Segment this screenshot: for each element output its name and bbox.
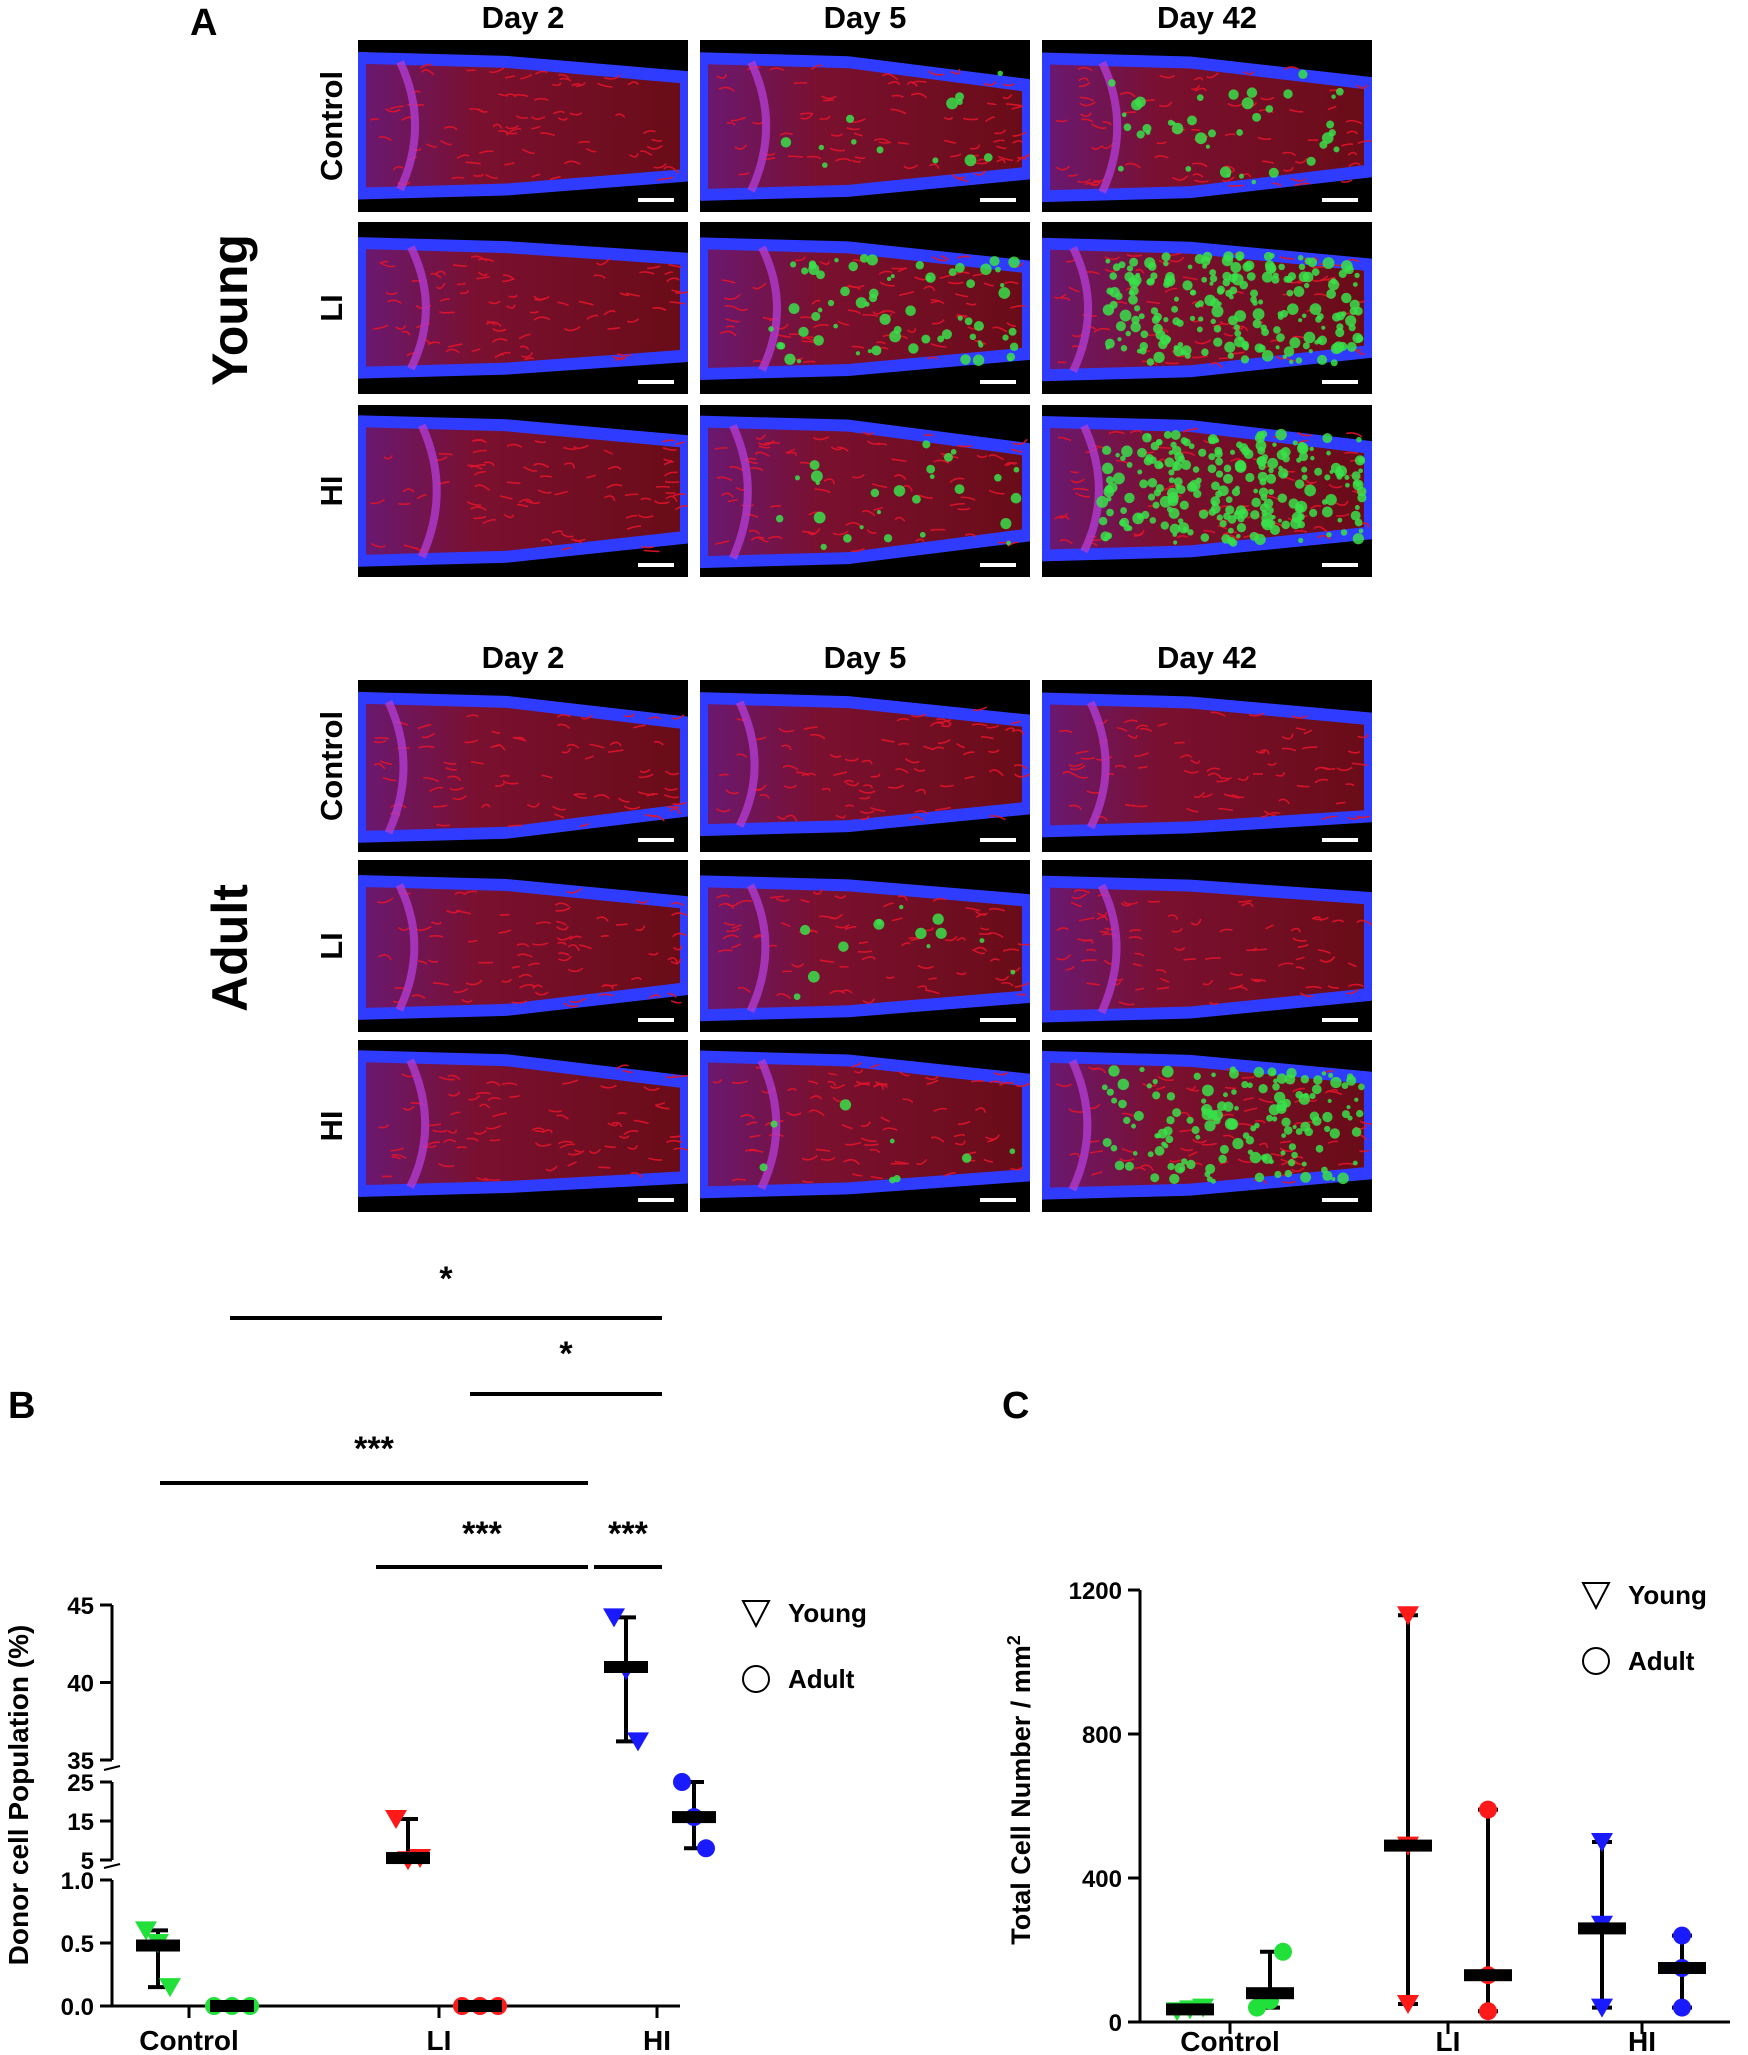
b-point-young-li-0 bbox=[385, 1810, 407, 1830]
micrograph-adult-li-day-2 bbox=[358, 860, 688, 1032]
row-label-li: LI bbox=[314, 294, 349, 322]
c-xtick-control: Control bbox=[1180, 2026, 1280, 2055]
panel-c-chart: 0 400 800 1200 Control LI HI Total Cell Number … bbox=[1004, 1578, 1730, 2055]
group-label-young: Young bbox=[202, 234, 258, 386]
b-median-young-hi bbox=[604, 1661, 648, 1673]
c-median-adult-hi bbox=[1658, 1962, 1706, 1974]
micrograph-adult-li-day-5 bbox=[700, 860, 1030, 1032]
c-point-young-hi-0 bbox=[1591, 1998, 1613, 2018]
b-median-young-control bbox=[136, 1939, 180, 1952]
micrograph-young-hi-day-42 bbox=[1042, 405, 1372, 577]
c-point-adult-li-2 bbox=[1479, 1800, 1497, 1819]
b-median-adult-control bbox=[210, 2000, 254, 2012]
c-point-adult-li-0 bbox=[1479, 2002, 1497, 2021]
panel-c-letter: C bbox=[1002, 1385, 1030, 1427]
b-legend-young-label: Young bbox=[788, 1598, 867, 1628]
c-ytick-1200: 1200 bbox=[1069, 1578, 1122, 1605]
b-significance-label-1: * bbox=[559, 1335, 573, 1373]
b-point-young-control-0 bbox=[135, 1921, 157, 1941]
b-ytick-15: 15 bbox=[67, 1809, 94, 1836]
c-median-adult-li bbox=[1464, 1969, 1512, 1982]
b-point-young-hi-0 bbox=[603, 1608, 625, 1628]
c-xtick-hi: HI bbox=[1628, 2026, 1656, 2055]
b-ytick-25: 25 bbox=[67, 1770, 94, 1797]
column-header-day-42: Day 42 bbox=[1157, 0, 1257, 35]
b-ytick-0.0: 0.0 bbox=[61, 1994, 94, 2021]
micrograph-young-li-day-5 bbox=[700, 222, 1030, 394]
c-point-young-li-2 bbox=[1397, 1606, 1419, 1626]
micrograph-adult-control-day-5 bbox=[700, 680, 1030, 852]
b-significance-label-2: *** bbox=[354, 1430, 394, 1468]
c-ytick-800: 800 bbox=[1082, 1722, 1122, 1749]
row-label-control: Control bbox=[314, 70, 349, 182]
row-label-hi: HI bbox=[314, 1110, 349, 1142]
panel-b-letter: B bbox=[8, 1385, 36, 1427]
panel-a-letter: A bbox=[190, 2, 218, 44]
row-label-hi: HI bbox=[314, 475, 349, 507]
micrograph-young-li-day-42 bbox=[1042, 222, 1372, 394]
b-median-young-li bbox=[386, 1852, 430, 1865]
group-label-adult: Adult bbox=[202, 884, 258, 1012]
b-median-adult-li bbox=[458, 2000, 502, 2012]
c-point-adult-hi-0 bbox=[1673, 1998, 1691, 2017]
c-legend-young-icon bbox=[1581, 1582, 1611, 1611]
c-point-young-li-0 bbox=[1397, 1995, 1419, 2014]
b-legend-adult-icon bbox=[742, 1665, 770, 1693]
b-ytick-0.5: 0.5 bbox=[61, 1931, 94, 1958]
micrograph-adult-li-day-42 bbox=[1042, 860, 1372, 1032]
c-median-adult-control bbox=[1246, 1987, 1294, 2000]
c-legend-adult-icon bbox=[1582, 1647, 1610, 1675]
micrograph-young-hi-day-5 bbox=[700, 405, 1030, 577]
b-xtick-hi: HI bbox=[643, 2025, 671, 2055]
micrograph-adult-hi-day-2 bbox=[358, 1040, 688, 1212]
b-median-adult-hi bbox=[672, 1811, 716, 1824]
b-significance-label-3: *** bbox=[462, 1515, 502, 1553]
column-header-day-2: Day 2 bbox=[481, 0, 565, 35]
micrograph-young-li-day-2 bbox=[358, 222, 688, 394]
b-point-adult-hi-0 bbox=[673, 1773, 691, 1791]
micrograph-adult-hi-day-42 bbox=[1042, 1040, 1372, 1212]
column-header-day-2: Day 2 bbox=[481, 640, 565, 675]
micrograph-adult-control-day-2 bbox=[358, 680, 688, 852]
c-point-adult-control-2 bbox=[1274, 1942, 1292, 1961]
column-header-day-5: Day 5 bbox=[823, 640, 907, 675]
column-header-day-5: Day 5 bbox=[823, 0, 907, 35]
b-ylabel: Donor cell Population (%) bbox=[3, 1625, 34, 1966]
b-xtick-control: Control bbox=[139, 2025, 239, 2055]
c-legend-adult-label: Adult bbox=[1628, 1646, 1695, 1676]
row-label-control: Control bbox=[314, 710, 349, 822]
c-median-young-hi bbox=[1578, 1922, 1626, 1935]
micrograph-young-control-day-42 bbox=[1042, 40, 1372, 212]
b-significance-label-4: *** bbox=[608, 1515, 648, 1553]
row-label-li: LI bbox=[314, 932, 349, 960]
micrograph-adult-hi-day-5 bbox=[700, 1040, 1030, 1212]
b-ytick-5: 5 bbox=[81, 1848, 94, 1875]
c-median-young-li bbox=[1384, 1839, 1432, 1852]
micrograph-young-control-day-2 bbox=[358, 40, 688, 212]
c-point-young-hi-2 bbox=[1591, 1833, 1613, 1852]
b-legend-adult-label: Adult bbox=[788, 1664, 855, 1694]
c-median-young-control bbox=[1166, 2003, 1214, 2016]
micrograph-young-control-day-5 bbox=[700, 40, 1030, 212]
micrograph-young-hi-day-2 bbox=[358, 405, 688, 577]
b-ytick-1.0: 1.0 bbox=[61, 1868, 94, 1895]
b-ytick-45: 45 bbox=[67, 1593, 94, 1620]
column-header-day-42: Day 42 bbox=[1157, 640, 1257, 675]
b-point-young-hi-2 bbox=[627, 1732, 649, 1752]
c-ylabel: Total Cell Number / mm2 bbox=[1004, 1635, 1036, 1945]
b-xtick-li: LI bbox=[427, 2025, 452, 2055]
b-ytick-35: 35 bbox=[67, 1748, 94, 1775]
c-legend-young-label: Young bbox=[1628, 1580, 1707, 1610]
b-legend-young-icon bbox=[741, 1600, 771, 1629]
b-ytick-40: 40 bbox=[67, 1671, 94, 1698]
micrograph-adult-control-day-42 bbox=[1042, 680, 1372, 852]
c-ytick-0: 0 bbox=[1109, 2010, 1122, 2037]
b-point-adult-hi-2 bbox=[697, 1839, 715, 1858]
c-ytick-400: 400 bbox=[1082, 1866, 1122, 1893]
c-xtick-li: LI bbox=[1436, 2026, 1461, 2055]
b-significance-label-0: * bbox=[439, 1260, 453, 1298]
b-point-young-control-2 bbox=[159, 1978, 181, 1998]
c-point-adult-hi-2 bbox=[1673, 1926, 1691, 1945]
